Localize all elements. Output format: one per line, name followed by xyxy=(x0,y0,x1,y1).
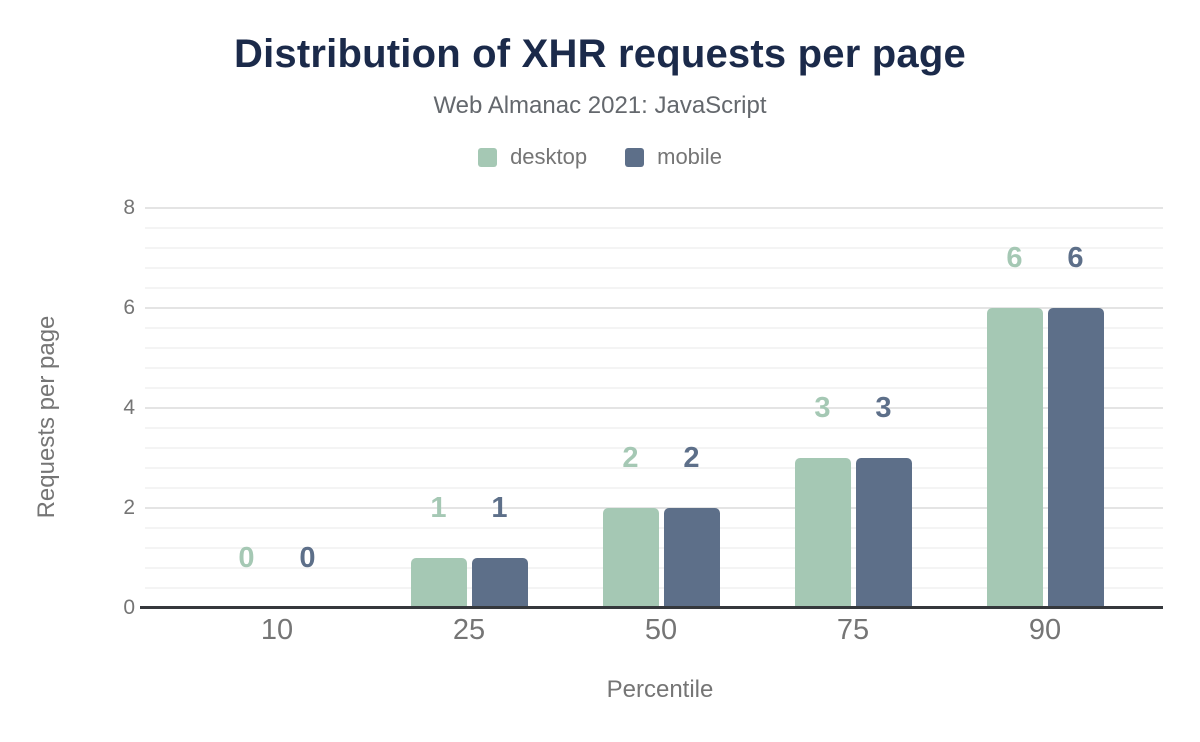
value-label-mobile-p75: 3 xyxy=(875,392,892,424)
bar-mobile-p25 xyxy=(471,558,528,608)
legend-item-desktop: desktop xyxy=(478,144,587,170)
gridline-minor xyxy=(145,447,1163,449)
bar-desktop-p25 xyxy=(410,558,467,608)
plot-area: 0 2 4 6 8 0 0 10 1 1 25 2 2 50 3 3 75 6 6 90 xyxy=(123,197,1163,645)
value-label-mobile-p25: 1 xyxy=(491,492,508,524)
gridline-minor xyxy=(145,347,1163,349)
y-tick-label: 6 xyxy=(123,296,135,319)
gridline-minor xyxy=(145,247,1163,249)
value-label-mobile-p50: 2 xyxy=(683,442,700,474)
x-tick-label-p10: 10 xyxy=(260,614,294,646)
y-tick-label: 8 xyxy=(123,196,135,219)
gridline-major xyxy=(145,307,1163,309)
legend-label-desktop: desktop xyxy=(510,144,588,169)
gridline-minor xyxy=(145,427,1163,429)
x-axis-line xyxy=(140,606,1163,609)
gridline-major xyxy=(145,207,1163,209)
gridline-minor xyxy=(145,387,1163,389)
gridline-major xyxy=(145,407,1163,409)
chart-title: Distribution of XHR requests per page xyxy=(234,32,966,76)
value-label-mobile-p10: 0 xyxy=(299,542,316,574)
bar-desktop-p75 xyxy=(794,458,851,608)
legend-swatch-desktop xyxy=(478,147,498,167)
gridline-minor xyxy=(145,227,1163,229)
y-axis-title: Requests per page xyxy=(33,315,60,519)
gridline-minor xyxy=(145,467,1163,469)
bar-desktop-p50 xyxy=(602,508,659,608)
legend-swatch-mobile xyxy=(625,147,645,167)
y-tick-label: 2 xyxy=(123,496,135,519)
gridline-minor xyxy=(145,287,1163,289)
legend-item-mobile: mobile xyxy=(625,144,722,170)
gridline-minor xyxy=(145,327,1163,329)
bar-desktop-p90 xyxy=(986,308,1043,608)
value-label-desktop-p25: 1 xyxy=(430,492,447,524)
y-tick-label: 4 xyxy=(123,396,135,419)
chart-subtitle: Web Almanac 2021: JavaScript xyxy=(433,92,767,119)
gridline-minor xyxy=(145,487,1163,489)
value-label-desktop-p75: 3 xyxy=(814,392,831,424)
bar-mobile-p75 xyxy=(855,458,912,608)
value-label-mobile-p90: 6 xyxy=(1067,242,1084,274)
x-tick-label-p90: 90 xyxy=(1028,614,1062,646)
value-label-desktop-p90: 6 xyxy=(1006,242,1023,274)
x-tick-label-p75: 75 xyxy=(836,614,870,646)
y-tick-label: 0 xyxy=(123,596,135,619)
x-axis-title: Percentile xyxy=(606,676,714,703)
bar-mobile-p50 xyxy=(663,508,720,608)
value-label-desktop-p10: 0 xyxy=(238,542,255,574)
legend-label-mobile: mobile xyxy=(657,144,722,169)
chart-legend: desktop mobile xyxy=(0,144,1200,170)
gridline-minor xyxy=(145,367,1163,369)
x-tick-label-p25: 25 xyxy=(452,614,486,646)
bar-mobile-p90 xyxy=(1047,308,1104,608)
value-label-desktop-p50: 2 xyxy=(622,442,639,474)
gridline-minor xyxy=(145,267,1163,269)
x-tick-label-p50: 50 xyxy=(644,614,678,646)
